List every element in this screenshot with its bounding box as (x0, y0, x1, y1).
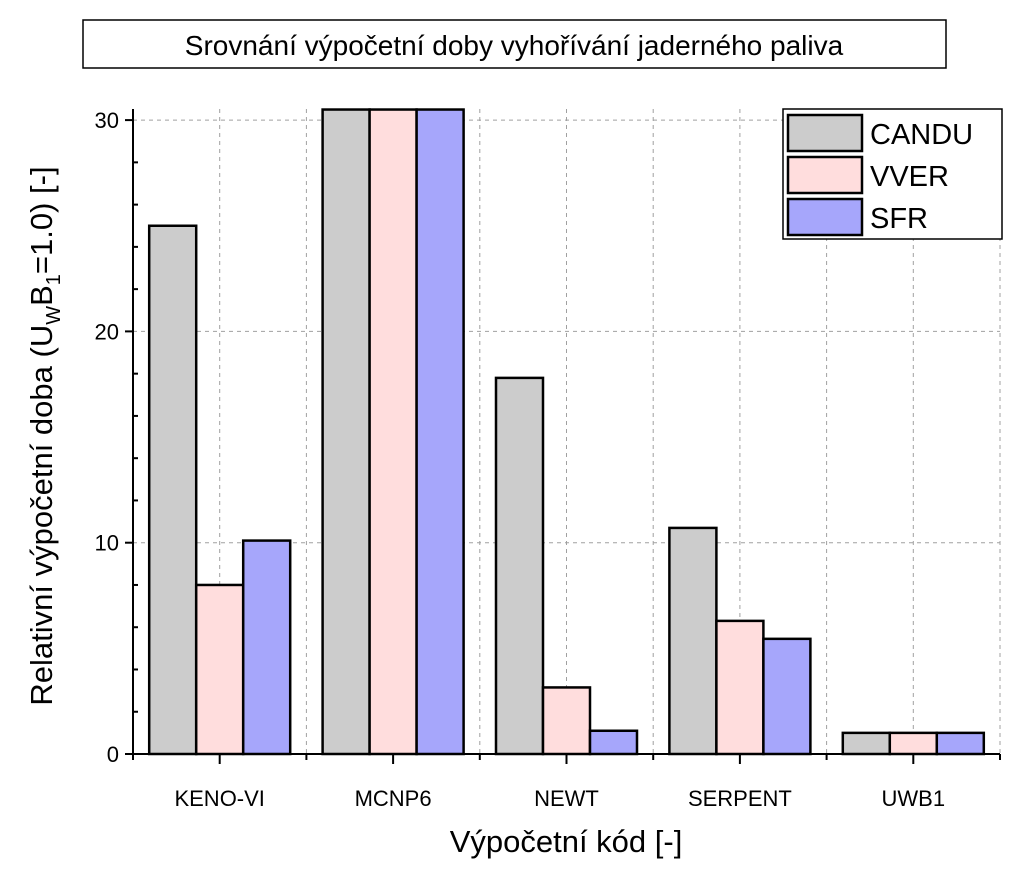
x-axis-title: Výpočetní kód [-] (450, 824, 683, 859)
y-tick-label: 30 (95, 108, 119, 133)
y-axis-title: Relativní výpočetní doba (UWB1=1.0) [-] (24, 166, 65, 705)
y-tick-label: 20 (95, 319, 119, 344)
legend-label-sfr: SFR (870, 203, 928, 235)
bar-newt-sfr (588, 729, 639, 756)
bar-uwb1-vver (888, 731, 939, 756)
legend-label-candu: CANDU (870, 119, 973, 151)
bar-serpent-sfr (762, 637, 812, 756)
x-tick-label: SERPENT (688, 786, 792, 811)
y-tick-label: 0 (107, 742, 119, 767)
bar-newt-candu (494, 376, 545, 756)
bar-mcnp6-sfr (415, 108, 465, 756)
bar-uwb1-sfr (935, 731, 986, 756)
chart-title-text: Srovnání výpočetní doby vyhořívání jader… (185, 30, 844, 61)
bar-mcnp6-candu (321, 108, 371, 756)
bar-keno-vi-sfr (241, 539, 292, 756)
legend-swatch-candu (786, 113, 864, 153)
x-axis: KENO-VI MCNP6 NEWT SERPENT UWB1 (132, 754, 1001, 811)
bar-keno-vi-vver (194, 583, 245, 756)
legend-swatch-sfr (786, 197, 864, 237)
x-tick-label: MCNP6 (355, 786, 432, 811)
x-tick-label: UWB1 (882, 786, 946, 811)
x-tick-label: NEWT (534, 786, 599, 811)
bar-serpent-vver (715, 619, 765, 756)
legend-swatch-vver (786, 155, 864, 195)
y-axis: 0 10 20 30 (95, 108, 138, 767)
chart-title: Srovnání výpočetní doby vyhořívání jader… (82, 19, 947, 69)
bar-newt-vver (541, 686, 592, 756)
bar-mcnp6-vver (368, 108, 418, 756)
bar-keno-vi-candu (147, 224, 198, 756)
x-tick-label: KENO-VI (174, 786, 264, 811)
bar-uwb1-candu (841, 731, 892, 756)
legend-label-vver: VVER (870, 161, 949, 193)
y-tick-label: 10 (95, 531, 119, 556)
legend: CANDU VVER SFR (782, 108, 1003, 240)
bar-serpent-candu (668, 526, 718, 756)
